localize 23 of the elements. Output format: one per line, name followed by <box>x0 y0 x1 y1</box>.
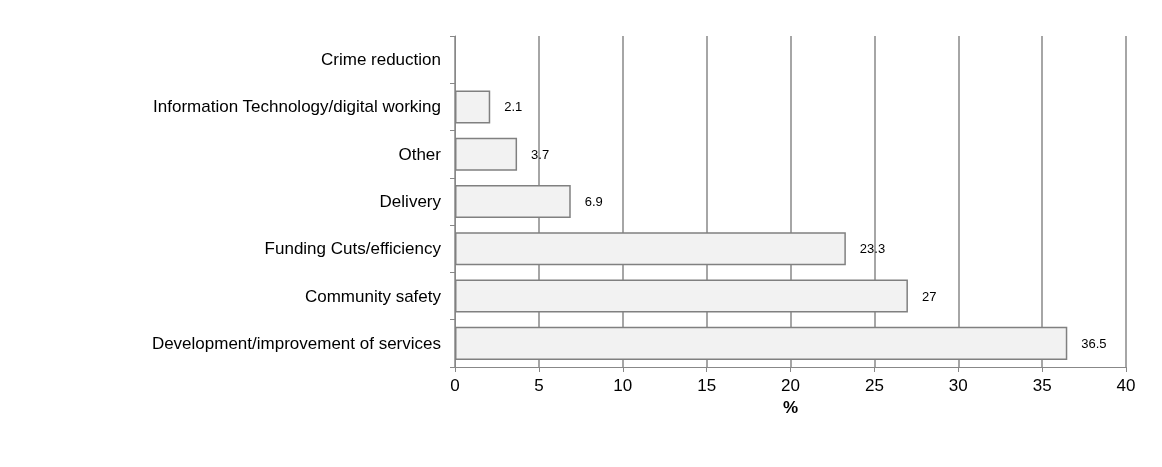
x-tick-label: 30 <box>948 376 968 395</box>
x-tick-label: 25 <box>864 376 884 395</box>
x-axis-title: % <box>782 398 799 417</box>
x-tick-label: 40 <box>1116 376 1136 395</box>
data-label: 2.1 <box>504 99 523 115</box>
y-tick-label: Information Technology/digital working <box>153 97 441 117</box>
x-tick-label: 0 <box>450 376 460 395</box>
x-tick-label: 20 <box>781 376 800 395</box>
x-tick-label: 10 <box>613 376 633 395</box>
y-tick-label: Funding Cuts/efficiency <box>264 239 442 259</box>
y-tick-label: Delivery <box>379 192 442 211</box>
x-tick-label: 15 <box>697 376 717 395</box>
y-tick-label: Other <box>398 144 442 164</box>
y-tick-label: Community safety <box>304 286 442 306</box>
data-label: 36.5 <box>1081 335 1107 351</box>
data-label: 23.3 <box>859 241 886 257</box>
x-tick-label: 35 <box>1032 376 1052 395</box>
y-tick-label: Crime reduction <box>321 50 441 70</box>
x-tick-label: 5 <box>534 376 544 395</box>
data-label: 27 <box>921 288 937 304</box>
data-label: 6.9 <box>584 194 603 209</box>
data-label: 3.7 <box>531 146 550 162</box>
y-tick-label: Development/improvement of services <box>151 333 441 353</box>
